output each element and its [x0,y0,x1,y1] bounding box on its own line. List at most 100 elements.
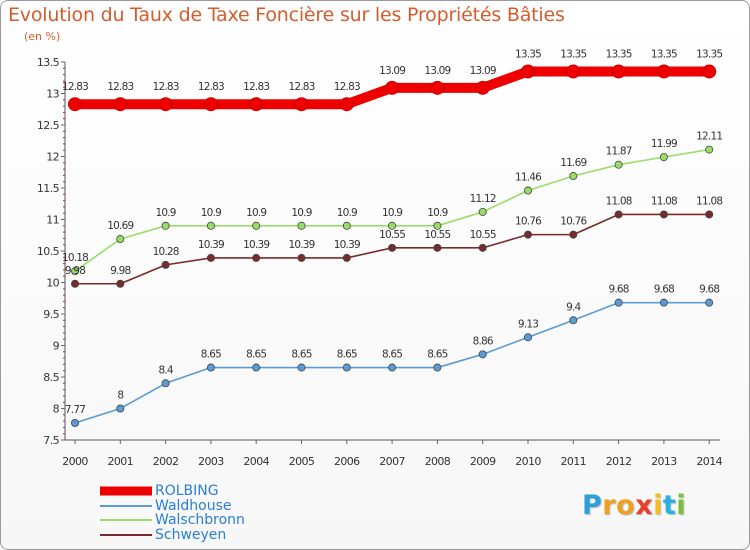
y-tick-label: 13.5 [37,56,60,69]
data-point [388,221,397,230]
data-point [206,221,215,230]
y-tick-label: 9 [53,340,60,353]
data-point [116,404,125,413]
data-label: 8.65 [382,349,402,361]
data-label: 10.76 [560,216,587,228]
chart-legend: ROLBING Waldhouse Walschbronn Schweyen [100,484,245,542]
x-tick-label: 2007 [379,455,405,468]
x-tick-label: 2009 [470,455,496,468]
data-point [656,64,671,79]
data-point [385,80,400,95]
logo-letter: r [602,490,617,521]
data-label: 9.68 [654,284,674,296]
x-tick-label: 2004 [243,455,269,468]
data-point [71,418,80,427]
data-label: 10.9 [337,207,357,219]
data-label: 11.12 [470,193,496,205]
data-label: 13.35 [515,48,541,60]
data-label: 10.69 [107,220,133,232]
data-label: 10.9 [427,207,447,219]
data-point [116,279,125,288]
legend-label: Schweyen [155,526,227,543]
y-tick-label: 12.5 [37,119,60,132]
data-label: 10.76 [515,216,542,228]
x-tick-label: 2013 [651,455,677,468]
data-label: 10.9 [291,207,311,219]
x-tick-label: 2014 [696,455,722,468]
data-label: 8.4 [158,364,173,376]
legend-item-schweyen: Schweyen [100,526,245,543]
logo-letter: t [662,490,677,521]
data-point [524,186,533,195]
data-point [206,363,215,372]
data-label: 10.55 [379,229,405,241]
data-label: 10.55 [424,229,450,241]
legend-swatch [100,486,152,496]
data-label: 8.65 [291,349,311,361]
legend-item-rolbing: ROLBING [100,484,245,499]
y-tick-label: 10 [46,277,59,290]
y-tick-label: 9.5 [43,308,59,321]
data-point [478,243,487,252]
data-point [113,97,128,112]
x-tick-label: 2006 [334,455,360,468]
y-tick-label: 7.5 [43,434,59,447]
data-point [659,210,668,219]
x-tick-label: 2001 [107,455,133,468]
data-point [252,363,261,372]
data-label: 10.55 [470,229,496,241]
data-point [569,172,578,181]
data-label: 12.83 [243,81,269,93]
data-point [478,207,487,216]
data-point [569,230,578,239]
data-label: 8 [117,390,123,402]
data-label: 10.39 [198,239,224,251]
data-point [297,363,306,372]
data-label: 10.39 [288,239,314,251]
data-point [252,221,261,230]
data-point [524,230,533,239]
x-tick-label: 2012 [606,455,632,468]
data-label: 8.65 [201,349,221,361]
x-tick-label: 2003 [198,455,224,468]
data-label: 8.65 [246,349,266,361]
data-label: 12.83 [153,81,179,93]
data-label: 13.35 [606,48,632,60]
data-point [388,363,397,372]
legend-label: Walschbronn [155,512,245,528]
x-tick-label: 2002 [153,455,179,468]
legend-label: ROLBING [155,483,219,499]
data-label: 9.98 [65,265,85,277]
y-tick-label: 8.5 [43,371,59,384]
data-label: 12.11 [696,131,722,143]
data-point [342,253,351,262]
data-label: 10.39 [334,239,360,251]
data-point [433,243,442,252]
data-point [705,210,714,219]
data-label: 9.98 [110,265,130,277]
data-label: 7.77 [65,404,85,416]
x-tick-label: 2005 [289,455,315,468]
y-tick-label: 13 [46,88,59,101]
data-label: 11.08 [606,195,632,207]
data-point [252,253,261,262]
logo-letter: i [653,490,663,521]
data-point [705,298,714,307]
legend-item-walschbronn: Walschbronn [100,513,245,528]
legend-label: Waldhouse [155,497,232,514]
legend-swatch [100,533,152,536]
logo-letter: x [635,490,654,521]
y-tick-label: 10.5 [37,245,60,258]
y-tick-label: 12 [46,151,59,164]
data-label: 10.9 [382,207,402,219]
data-point [433,221,442,230]
data-label: 12.83 [198,81,224,93]
y-tick-label: 11.5 [37,182,60,195]
data-label: 10.18 [62,252,88,264]
logo-letter: o [616,490,636,521]
x-tick-label: 2008 [425,455,451,468]
data-point [68,97,82,112]
data-point [206,253,215,262]
data-label: 11.46 [515,172,542,184]
